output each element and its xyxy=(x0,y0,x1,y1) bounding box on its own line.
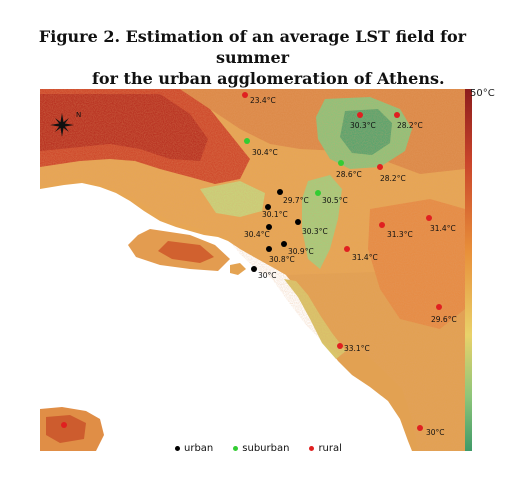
aegina-island-hot xyxy=(46,415,86,443)
station-temperature-label: 31.4°C xyxy=(352,253,378,262)
color-scale-max-label: 50°C xyxy=(470,88,495,99)
station-marker-rural xyxy=(426,215,432,221)
station-marker-rural xyxy=(357,112,363,118)
station-marker-urban xyxy=(265,204,271,210)
station-temperature-label: 30°C xyxy=(426,428,445,437)
station-temperature-label: 28.6°C xyxy=(336,170,362,179)
station-marker-suburban xyxy=(244,138,250,144)
station-marker-rural xyxy=(379,222,385,228)
lst-map: N 23.4°C 30.3°C 28.2°C 30.4°C 28.6°C 28.2°C 29… xyxy=(40,89,465,451)
station-temperature-label: 30.5°C xyxy=(322,196,348,205)
compass-rose-icon: N xyxy=(50,111,81,137)
station-marker-urban xyxy=(266,224,272,230)
islet xyxy=(230,263,246,275)
station-marker-urban xyxy=(281,241,287,247)
station-marker-rural xyxy=(242,92,248,98)
legend-item-rural: rural xyxy=(309,442,342,454)
legend-label-suburban: suburban xyxy=(242,442,290,454)
station-marker-urban xyxy=(266,246,272,252)
station-temperature-label: 30.4°C xyxy=(252,148,278,157)
legend-label-rural: rural xyxy=(318,442,342,454)
station-temperature-label: 30.3°C xyxy=(302,227,328,236)
station-temperature-label: 30.3°C xyxy=(350,121,376,130)
legend-item-suburban: suburban xyxy=(233,443,289,454)
legend-item-urban: urban xyxy=(175,443,213,454)
station-marker-rural xyxy=(337,343,343,349)
station-marker-urban xyxy=(277,189,283,195)
figure-title: Figure 2. Estimation of an average LST f… xyxy=(0,26,505,89)
station-temperature-label: 30.4°C xyxy=(244,230,270,239)
lst-map-canvas: N 23.4°C 30.3°C 28.2°C 30.4°C 28.6°C 28.2°C 29… xyxy=(40,89,465,451)
station-temperature-label: 29.6°C xyxy=(431,315,457,324)
station-marker-rural xyxy=(377,164,383,170)
rural-dot-icon xyxy=(309,445,315,451)
station-marker-urban xyxy=(251,266,257,272)
station-marker-rural xyxy=(344,246,350,252)
station-temperature-label: 23.4°C xyxy=(250,96,276,105)
station-temperature-label: 31.4°C xyxy=(430,224,456,233)
figure-title-line-1: Figure 2. Estimation of an average LST f… xyxy=(38,27,467,67)
station-temperature-label: 30.9°C xyxy=(288,247,314,256)
station-marker-suburban xyxy=(315,190,321,196)
station-marker-suburban xyxy=(338,160,344,166)
legend-label-urban: urban xyxy=(184,442,214,454)
station-marker-rural xyxy=(394,112,400,118)
station-marker-rural xyxy=(436,304,442,310)
svg-text:N: N xyxy=(76,111,81,119)
station-marker-urban xyxy=(295,219,301,225)
station-markers: 23.4°C 30.3°C 28.2°C 30.4°C 28.6°C 28.2°C 29.7… xyxy=(61,92,457,437)
salamis-island-hot xyxy=(158,241,214,263)
station-temperature-label: 30.1°C xyxy=(262,210,288,219)
color-scale-bar xyxy=(465,89,472,451)
suburban-dot-icon xyxy=(233,445,239,451)
station-temperature-label: 30°C xyxy=(258,271,277,280)
station-temperature-label: 29.7°C xyxy=(283,196,309,205)
station-temperature-label: 30.8°C xyxy=(269,255,295,264)
urban-dot-icon xyxy=(175,445,180,451)
station-temperature-label: 31.3°C xyxy=(387,230,413,239)
figure-title-line-2: for the urban agglomeration of Athens. xyxy=(92,69,445,88)
station-temperature-label: 28.2°C xyxy=(380,174,406,183)
station-temperature-label: 28.2°C xyxy=(397,121,423,130)
map-legend: urban suburban rural xyxy=(175,441,362,455)
station-temperature-label: 33.1°C xyxy=(344,344,370,353)
station-marker-rural xyxy=(417,425,423,431)
station-marker-rural xyxy=(61,422,67,428)
